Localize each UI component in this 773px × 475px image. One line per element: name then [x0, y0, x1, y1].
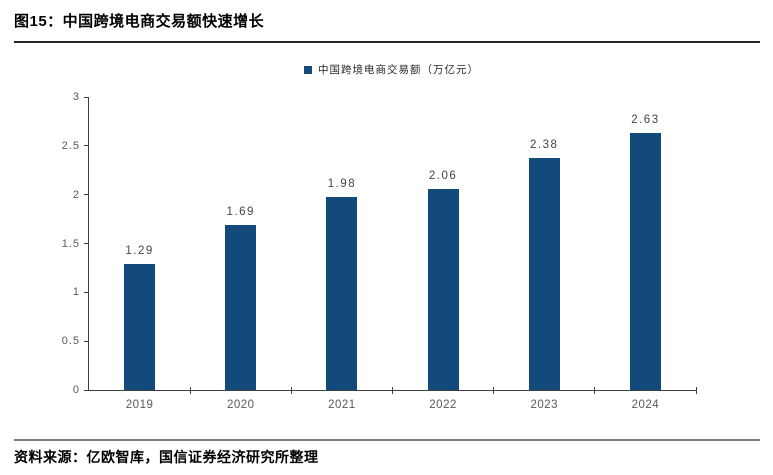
- y-axis-tick: [84, 291, 89, 293]
- bar-value-label: 2.38: [530, 139, 559, 151]
- bar: [427, 189, 459, 390]
- title-divider: [14, 41, 760, 43]
- legend-label: 中国跨境电商交易额（万亿元）: [318, 64, 479, 76]
- x-axis-category-label: 2020: [226, 399, 255, 411]
- bar: [326, 197, 358, 390]
- x-axis-tick: [493, 387, 495, 394]
- plot-area: 0 0.5 1 1.5 2 2.5 3 1.29 2019 1.69 2020 1.98 2021 2.0…: [62, 91, 697, 411]
- y-axis-tick: [84, 96, 89, 98]
- x-axis-category-label: 2021: [328, 399, 356, 411]
- bar-value-label: 2.63: [631, 114, 660, 126]
- bar: [225, 225, 257, 390]
- x-axis-tick: [392, 387, 393, 394]
- figure-title: 图15：中国跨境电商交易额快速增长: [14, 13, 265, 30]
- x-axis-tick: [290, 387, 292, 394]
- y-axis-tick: [84, 145, 89, 147]
- chart-legend: 中国跨境电商交易额（万亿元）: [88, 62, 695, 77]
- x-axis-category-label: 2024: [631, 399, 660, 411]
- source-divider: [14, 439, 760, 441]
- bar-value-label: 1.29: [125, 245, 154, 257]
- legend-swatch-icon: [304, 65, 312, 74]
- bar-value-label: 1.69: [226, 206, 255, 218]
- source-note: 资料来源：亿欧智库，国信证券经济研究所整理: [14, 449, 319, 465]
- bar: [629, 133, 661, 390]
- y-axis-tick-label: 2.5: [61, 139, 80, 152]
- y-axis-tick-label: 3: [72, 91, 80, 103]
- y-axis-tick-label: 1.5: [61, 237, 80, 250]
- x-axis-category-label: 2019: [125, 399, 154, 411]
- bar: [124, 264, 156, 390]
- y-axis-tick: [84, 243, 89, 244]
- x-axis-tick: [189, 387, 191, 394]
- y-axis-tick-label: 1: [72, 286, 80, 299]
- x-axis-tick: [594, 387, 596, 394]
- bar-value-label: 1.98: [327, 178, 357, 190]
- bar: [528, 158, 560, 390]
- x-axis-category-label: 2022: [429, 399, 457, 411]
- y-axis-tick: [84, 194, 89, 196]
- bar-value-label: 2.06: [428, 170, 458, 182]
- y-axis-tick: [84, 340, 89, 342]
- y-axis-tick-label: 0: [72, 384, 80, 396]
- x-axis-tick: [695, 387, 697, 394]
- x-axis-category-label: 2023: [530, 399, 559, 411]
- y-axis-tick-label: 2: [72, 188, 80, 201]
- y-axis-tick: [84, 389, 89, 391]
- y-axis-tick-label: 0.5: [61, 335, 80, 348]
